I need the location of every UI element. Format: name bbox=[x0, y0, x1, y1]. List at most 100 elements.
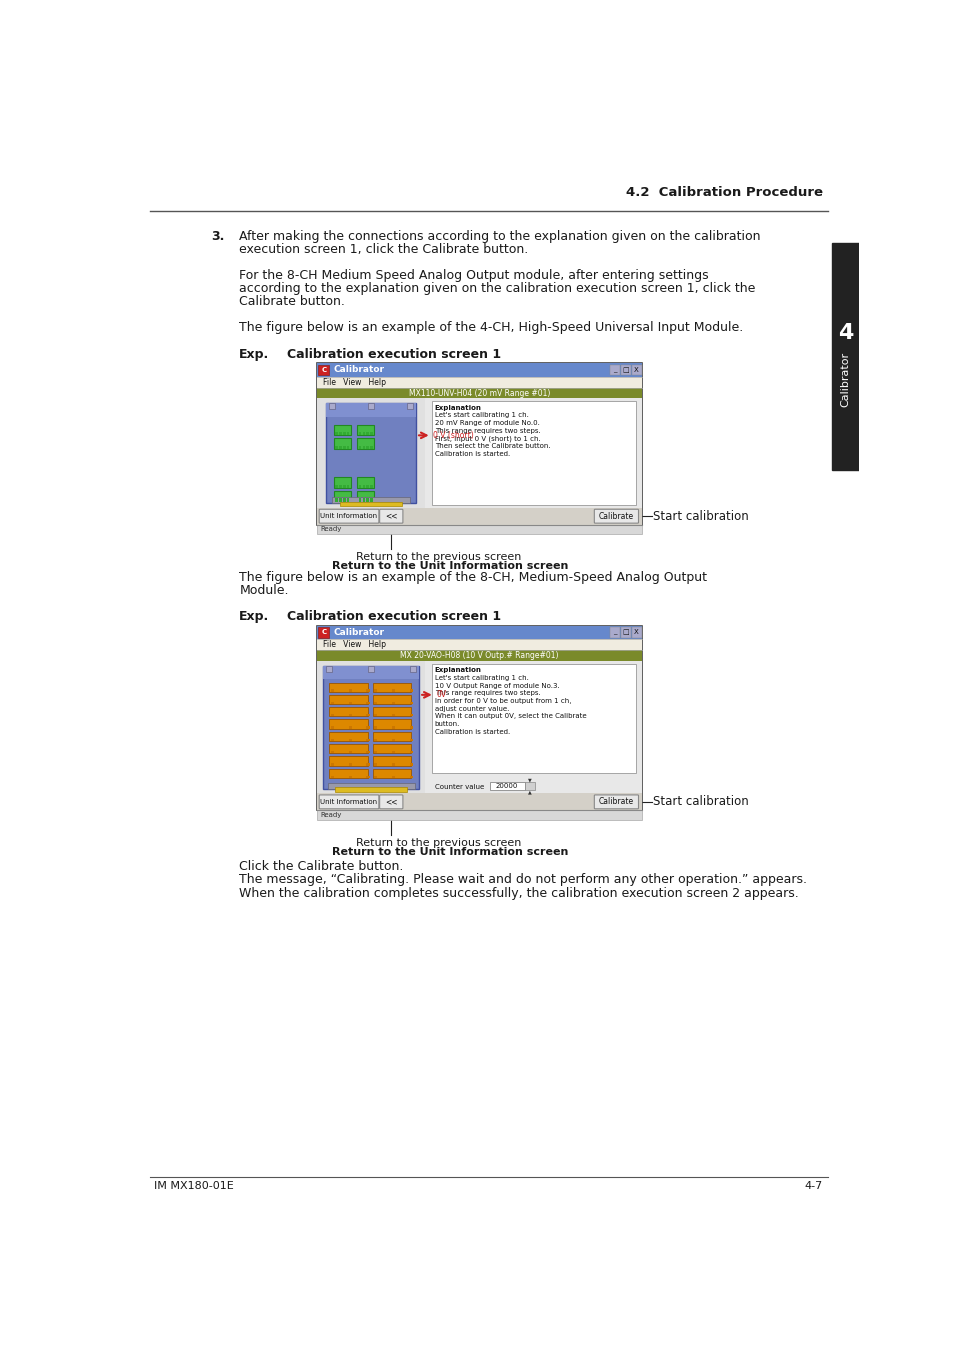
Bar bbox=[339, 446, 341, 450]
Bar bbox=[331, 763, 334, 765]
Text: 4.2  Calibration Procedure: 4.2 Calibration Procedure bbox=[625, 186, 822, 198]
Text: Start calibration: Start calibration bbox=[653, 510, 748, 522]
Text: The message, “Calibrating. Please wait and do not perform any other operation.” : The message, “Calibrating. Please wait a… bbox=[239, 873, 806, 887]
Text: 10 V Output Range of module No.3.: 10 V Output Range of module No.3. bbox=[435, 683, 558, 688]
Bar bbox=[331, 690, 334, 691]
Bar bbox=[373, 720, 411, 729]
Bar bbox=[316, 525, 641, 533]
Text: ▼: ▼ bbox=[528, 778, 532, 783]
Bar bbox=[620, 364, 630, 375]
Text: For the 8-CH Medium Speed Analog Output module, after entering settings: For the 8-CH Medium Speed Analog Output … bbox=[239, 269, 708, 282]
Bar bbox=[368, 666, 374, 672]
Text: according to the explanation given on the calibration execution screen 1, click : according to the explanation given on th… bbox=[239, 282, 755, 296]
Bar bbox=[326, 404, 416, 417]
Text: Calibration execution screen 1: Calibration execution screen 1 bbox=[287, 347, 501, 360]
Text: Unit Information: Unit Information bbox=[320, 799, 377, 805]
Bar bbox=[392, 702, 395, 705]
Bar bbox=[525, 782, 534, 790]
Bar bbox=[323, 666, 418, 788]
Bar bbox=[343, 446, 345, 450]
Bar bbox=[348, 690, 352, 691]
Text: Let's start calibrating 1 ch.: Let's start calibrating 1 ch. bbox=[435, 675, 528, 680]
FancyBboxPatch shape bbox=[319, 509, 378, 524]
Bar bbox=[348, 751, 352, 753]
Bar bbox=[392, 714, 395, 717]
Text: After making the connections according to the explanation given on the calibrati: After making the connections according t… bbox=[239, 230, 760, 243]
Bar bbox=[334, 439, 351, 450]
Bar bbox=[374, 776, 377, 778]
Text: Return to the Unit Information screen: Return to the Unit Information screen bbox=[332, 562, 568, 571]
Text: □: □ bbox=[621, 629, 628, 636]
Bar bbox=[329, 695, 368, 705]
Bar bbox=[348, 702, 352, 705]
Text: 0 V (short): 0 V (short) bbox=[433, 431, 474, 440]
Bar bbox=[347, 485, 349, 487]
Bar bbox=[334, 491, 351, 502]
Text: Exp.: Exp. bbox=[239, 610, 270, 624]
FancyBboxPatch shape bbox=[379, 795, 402, 809]
Text: □: □ bbox=[621, 367, 628, 373]
Text: ▲: ▲ bbox=[528, 790, 532, 795]
Bar bbox=[406, 404, 413, 409]
Text: Calibration is started.: Calibration is started. bbox=[435, 451, 510, 456]
Bar bbox=[356, 424, 374, 435]
Text: X: X bbox=[634, 629, 639, 636]
Text: Then select the Calibrate button.: Then select the Calibrate button. bbox=[435, 443, 550, 450]
Bar bbox=[373, 744, 411, 753]
Bar bbox=[318, 364, 329, 375]
Bar bbox=[339, 432, 341, 435]
Bar bbox=[323, 666, 418, 679]
Bar bbox=[366, 498, 369, 502]
Bar bbox=[339, 498, 341, 502]
Bar bbox=[366, 714, 369, 717]
Bar bbox=[328, 783, 415, 788]
Bar bbox=[329, 707, 368, 717]
Bar bbox=[358, 432, 360, 435]
Bar bbox=[316, 377, 641, 387]
Text: Calibration execution screen 1: Calibration execution screen 1 bbox=[287, 610, 501, 624]
Text: MX110-UNV-H04 (20 mV Range #01): MX110-UNV-H04 (20 mV Range #01) bbox=[409, 389, 550, 397]
Bar bbox=[329, 768, 368, 778]
Text: This range requires two steps.: This range requires two steps. bbox=[435, 690, 539, 697]
Bar bbox=[362, 432, 365, 435]
Text: Return to the previous screen: Return to the previous screen bbox=[355, 552, 520, 562]
Text: The figure below is an example of the 4-CH, High-Speed Universal Input Module.: The figure below is an example of the 4-… bbox=[239, 321, 742, 335]
Bar bbox=[329, 404, 335, 409]
Text: 20000: 20000 bbox=[495, 783, 517, 788]
Bar bbox=[316, 794, 641, 810]
Bar bbox=[374, 738, 377, 741]
Bar bbox=[331, 714, 334, 717]
Text: When the calibration completes successfully, the calibration execution screen 2 : When the calibration completes successfu… bbox=[239, 887, 799, 899]
Bar bbox=[316, 387, 641, 398]
Bar bbox=[316, 651, 641, 661]
Text: Explanation: Explanation bbox=[435, 405, 481, 410]
Bar bbox=[348, 776, 352, 778]
Bar bbox=[431, 664, 636, 774]
Text: Module.: Module. bbox=[239, 585, 289, 597]
Bar bbox=[410, 776, 413, 778]
Bar bbox=[374, 714, 377, 717]
Bar bbox=[374, 726, 377, 729]
Bar bbox=[348, 763, 352, 765]
Bar bbox=[373, 732, 411, 741]
Bar bbox=[326, 404, 416, 504]
Bar bbox=[609, 628, 619, 637]
Bar bbox=[362, 446, 365, 450]
Bar bbox=[362, 485, 365, 487]
Text: Start calibration: Start calibration bbox=[653, 795, 748, 809]
Bar bbox=[335, 446, 337, 450]
Bar bbox=[410, 714, 413, 717]
Bar bbox=[366, 446, 369, 450]
Bar bbox=[373, 683, 411, 691]
Bar bbox=[366, 485, 369, 487]
Text: The figure below is an example of the 8-CH, Medium-Speed Analog Output: The figure below is an example of the 8-… bbox=[239, 571, 706, 583]
Bar bbox=[410, 690, 413, 691]
Text: Return to the Unit Information screen: Return to the Unit Information screen bbox=[332, 846, 568, 857]
Bar bbox=[362, 498, 365, 502]
Bar bbox=[318, 628, 329, 637]
Text: Ready: Ready bbox=[319, 526, 341, 532]
Bar bbox=[316, 640, 641, 651]
Bar bbox=[329, 720, 368, 729]
Bar bbox=[316, 398, 641, 508]
Bar bbox=[370, 498, 373, 502]
